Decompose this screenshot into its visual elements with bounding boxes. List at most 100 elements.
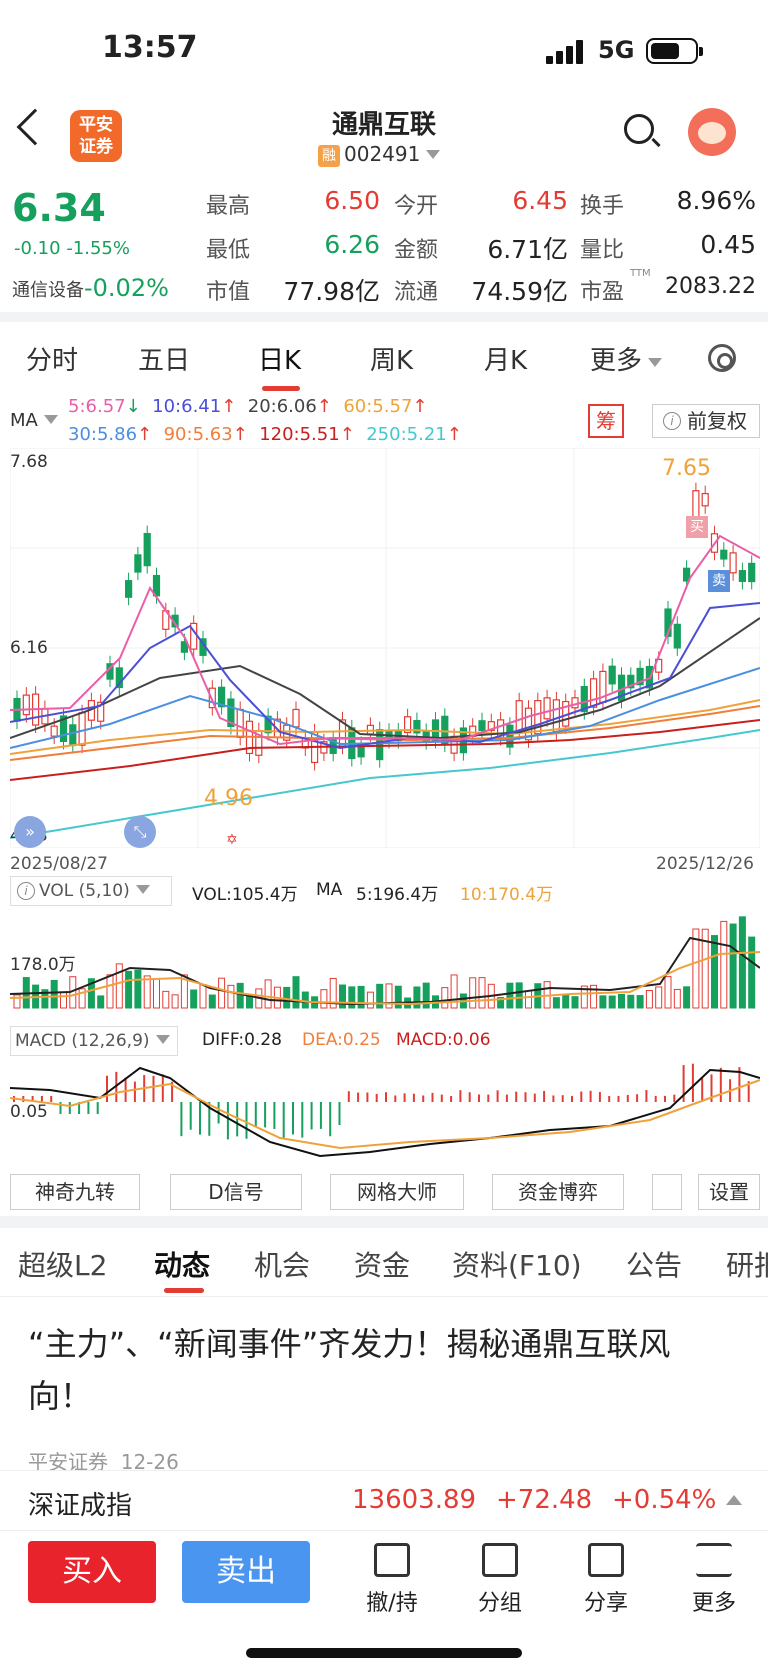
avatar[interactable] bbox=[688, 108, 736, 156]
tab-monthly-k[interactable]: 月K bbox=[484, 346, 528, 376]
volume-bar bbox=[171, 994, 179, 1009]
candle bbox=[264, 708, 272, 741]
quote-label: 市盈 bbox=[580, 280, 625, 305]
ma120-dir: ↑ bbox=[339, 424, 355, 445]
candle bbox=[720, 542, 728, 567]
sell-button[interactable]: 卖出 bbox=[182, 1541, 310, 1603]
stock-name: 通鼎互联 bbox=[331, 110, 436, 140]
vol-selector[interactable]: i VOL (5,10) bbox=[10, 876, 172, 906]
quote-label: 今开 bbox=[394, 194, 439, 219]
ma10-line bbox=[10, 602, 760, 750]
folder-icon bbox=[482, 1543, 518, 1577]
candle bbox=[22, 687, 30, 723]
ma20-line bbox=[10, 617, 760, 740]
buy-signal-badge[interactable]: 买 bbox=[686, 516, 708, 538]
quote-panel: 6.34 -0.10 -1.55% 通信设备-0.02% 最高 6.50 今开 … bbox=[0, 178, 768, 306]
ma90-value: 90:5.63 bbox=[163, 424, 233, 445]
buy-button[interactable]: 买入 bbox=[28, 1541, 156, 1603]
adjust-mode-button[interactable]: i 前复权 bbox=[652, 404, 760, 438]
broker-logo[interactable]: 平安证券 bbox=[70, 110, 122, 162]
candle bbox=[748, 555, 756, 590]
tab-weekly-k[interactable]: 周K bbox=[370, 346, 414, 376]
vol-ma10-line bbox=[10, 951, 760, 1006]
ma5-line bbox=[10, 534, 760, 746]
volume-bar bbox=[246, 995, 253, 1009]
candle bbox=[608, 658, 616, 692]
cancel-hold-label: 撤/持 bbox=[366, 1591, 418, 1616]
tab-level2[interactable]: 超级L2 bbox=[18, 1249, 108, 1282]
tab-funds[interactable]: 资金 bbox=[354, 1249, 411, 1282]
tool-d-signal[interactable]: D信号 bbox=[170, 1174, 302, 1210]
tool-hidden[interactable] bbox=[652, 1174, 682, 1210]
news-headline[interactable]: “主力”、“新闻事件”齐发力！揭秘通鼎互联风向！ bbox=[28, 1325, 671, 1415]
volume-bar bbox=[162, 990, 170, 1009]
vol-label: VOL (5,10) bbox=[39, 881, 130, 901]
tab-daily-k[interactable]: 日K bbox=[258, 346, 302, 376]
ma90-dir: ↑ bbox=[232, 424, 248, 445]
chevron-up-icon[interactable] bbox=[726, 1495, 742, 1505]
volume-bar bbox=[227, 984, 235, 1009]
ma60-line bbox=[10, 699, 760, 755]
tool-nine-turn[interactable]: 神奇九转 bbox=[10, 1174, 140, 1210]
tool-grid-master[interactable]: 网格大师 bbox=[330, 1174, 464, 1210]
volume-bar bbox=[636, 995, 644, 1009]
volume-bar bbox=[153, 978, 160, 1009]
candle bbox=[524, 700, 533, 748]
tab-f10[interactable]: 资料(F10) bbox=[452, 1249, 582, 1282]
index-ticker[interactable]: 深证成指 13603.89 +72.48 +0.54% bbox=[0, 1470, 768, 1530]
logo-text: 平安证券 bbox=[79, 115, 113, 157]
tab-more[interactable]: 更多 bbox=[590, 340, 663, 377]
volume-chart[interactable] bbox=[10, 908, 760, 1016]
macd-chart[interactable] bbox=[10, 1058, 760, 1166]
scroll-left-icon[interactable]: » bbox=[14, 816, 46, 848]
volume-bar bbox=[106, 974, 114, 1009]
home-indicator bbox=[246, 1648, 522, 1658]
volume-bar bbox=[422, 982, 430, 1009]
tab-more-label: 更多 bbox=[590, 346, 643, 376]
cancel-hold-button[interactable]: 撤/持 bbox=[352, 1543, 432, 1617]
info-icon: i bbox=[663, 412, 681, 430]
index-value: 13603.89 bbox=[352, 1485, 477, 1515]
macd-diff-line bbox=[10, 1066, 760, 1158]
volume-bar bbox=[729, 923, 737, 1009]
candle bbox=[143, 525, 151, 574]
vol-ma5: 5:196.4万 bbox=[356, 885, 439, 905]
chevron-down-icon bbox=[426, 150, 441, 159]
chip-distribution-button[interactable]: 筹 bbox=[588, 404, 624, 438]
more-button[interactable]: 更多 bbox=[674, 1543, 754, 1617]
gear-icon[interactable] bbox=[708, 344, 736, 372]
group-button[interactable]: 分组 bbox=[460, 1543, 540, 1617]
volume-bar bbox=[190, 989, 198, 1009]
volume-bar bbox=[413, 986, 421, 1009]
tab-intraday[interactable]: 分时 bbox=[26, 346, 79, 376]
tab-announcements[interactable]: 公告 bbox=[626, 1249, 683, 1282]
search-icon[interactable] bbox=[624, 114, 654, 144]
event-marker-icon[interactable]: ✡ bbox=[226, 832, 238, 848]
fullscreen-icon[interactable]: ⤡ bbox=[124, 816, 156, 848]
ma30-dir: ↑ bbox=[137, 424, 153, 445]
volume-bar bbox=[366, 991, 374, 1009]
industry-percent: -0.02% bbox=[84, 274, 169, 302]
tab-five-day[interactable]: 五日 bbox=[138, 346, 191, 376]
volume-bar bbox=[478, 977, 486, 1009]
industry-info[interactable]: 通信设备-0.02% bbox=[12, 274, 169, 302]
volume-bar bbox=[143, 975, 151, 1009]
macd-selector[interactable]: MACD (12,26,9) bbox=[10, 1026, 178, 1056]
bottom-action-bar: 买入 卖出 撤/持 分组 分享 更多 bbox=[0, 1530, 768, 1665]
ma10-value: 10:6.41 bbox=[152, 396, 222, 417]
tool-fund-game[interactable]: 资金博弈 bbox=[492, 1174, 624, 1210]
ma250-dir: ↑ bbox=[446, 424, 462, 445]
kline-chart[interactable] bbox=[10, 448, 760, 848]
quote-value: 77.98亿 bbox=[283, 277, 380, 306]
date-start: 2025/08/27 bbox=[10, 854, 108, 874]
stock-code-selector[interactable]: 融 002491 bbox=[318, 142, 441, 167]
volume-bar bbox=[320, 989, 328, 1009]
ma-selector[interactable]: MA bbox=[10, 410, 58, 431]
candle bbox=[97, 694, 105, 730]
tool-settings[interactable]: 设置 bbox=[698, 1174, 760, 1210]
tab-research[interactable]: 研报 bbox=[726, 1249, 768, 1282]
tab-news[interactable]: 动态 bbox=[154, 1249, 211, 1282]
tab-opportunity[interactable]: 机会 bbox=[254, 1249, 311, 1282]
sell-signal-badge[interactable]: 卖 bbox=[708, 570, 730, 592]
share-button[interactable]: 分享 bbox=[566, 1543, 646, 1617]
